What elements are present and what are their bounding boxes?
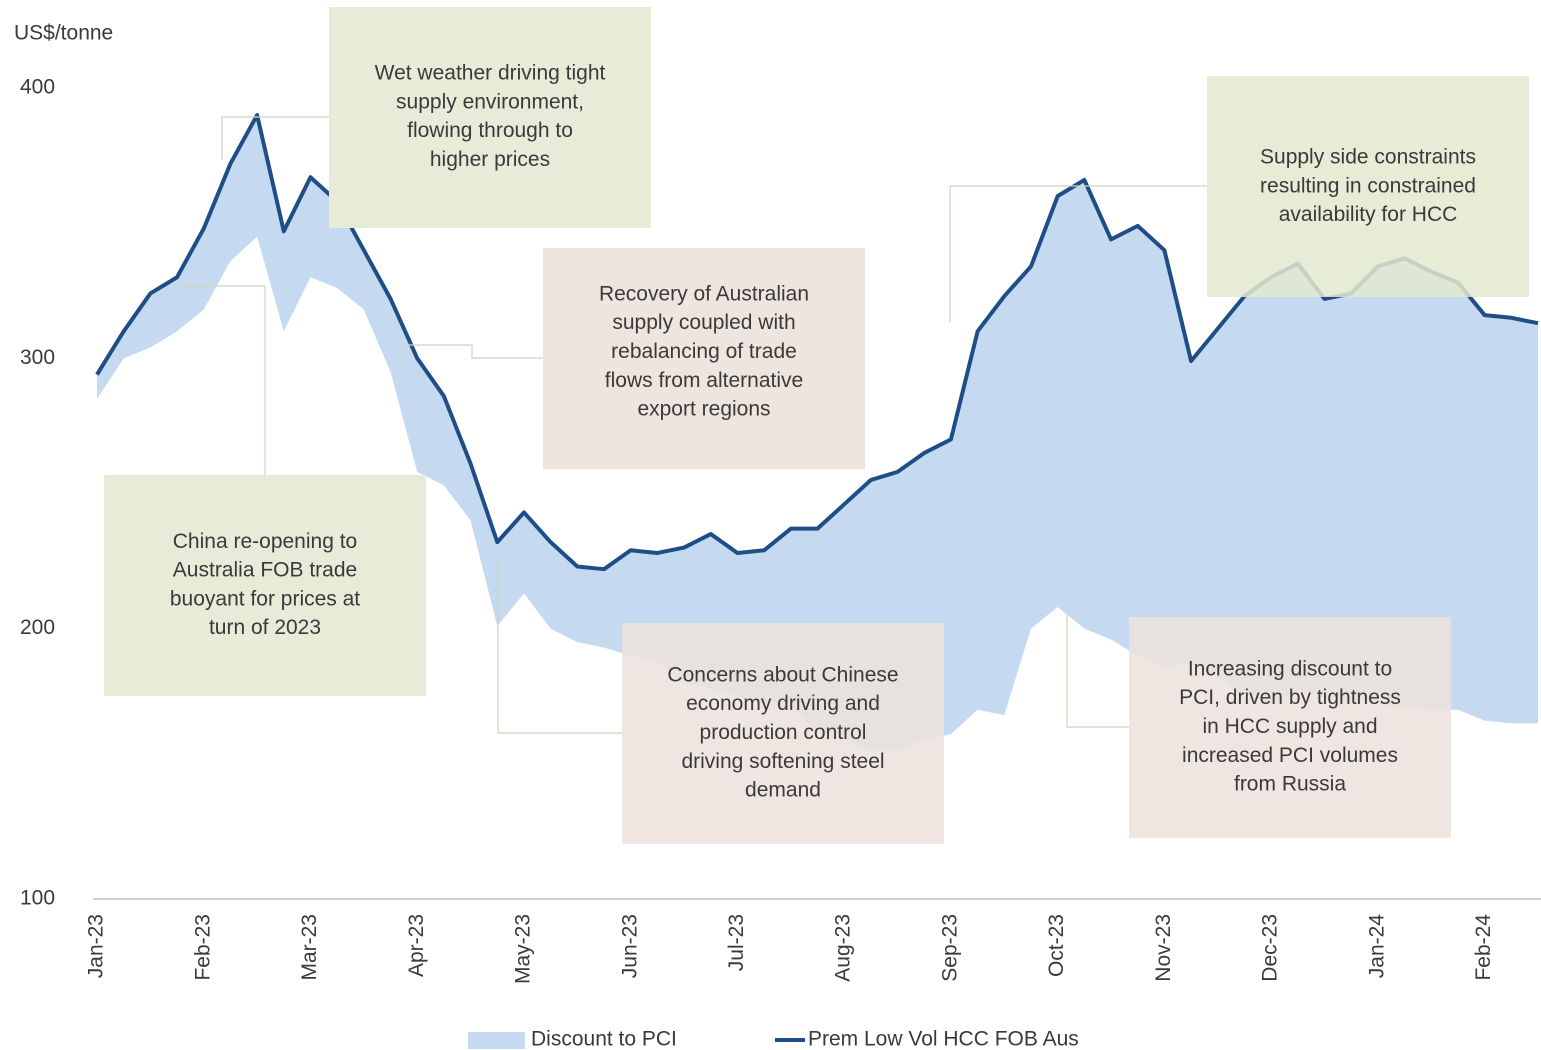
leader-lines — [180, 116, 1207, 734]
annotation-box — [543, 248, 865, 469]
leader-line — [1066, 615, 1129, 728]
y-tick-label: 200 — [20, 616, 55, 639]
annotation-text: turn of 2023 — [209, 616, 321, 639]
annotation-text: increased PCI volumes — [1182, 744, 1398, 767]
leader-line — [221, 116, 329, 160]
x-tick-label: Dec-23 — [1259, 914, 1282, 982]
y-tick-label: 400 — [20, 76, 55, 99]
y-tick-label: 300 — [20, 346, 55, 369]
annotation-text: resulting in constrained — [1260, 174, 1476, 197]
legend: Discount to PCI Prem Low Vol HCC FOB Aus — [468, 1028, 1079, 1050]
annotation-box — [1129, 617, 1451, 838]
plot-area: 100 200 300 400 Jan-23 Feb-23 Mar-23 Apr-23 May-… — [20, 76, 1541, 984]
annotation-text: Concerns about Chinese — [667, 663, 898, 686]
x-tick-label: Aug-23 — [832, 914, 855, 982]
annotation-text: from Russia — [1234, 773, 1346, 796]
annotation-text: Wet weather driving tight — [375, 62, 606, 85]
annotation-text: export regions — [637, 398, 770, 421]
x-tick-label: Feb-23 — [191, 914, 214, 981]
leader-line — [497, 560, 622, 734]
x-tick-label: Oct-23 — [1045, 914, 1068, 977]
annotation-text: demand — [745, 779, 821, 802]
x-tick-label: Mar-23 — [298, 914, 321, 981]
annotation-text: higher prices — [430, 148, 550, 171]
annotation-text: PCI, driven by tightness — [1179, 686, 1401, 709]
annotation-text: Recovery of Australian — [599, 282, 809, 305]
x-tick-label: Jan-23 — [85, 914, 108, 978]
legend-swatch — [468, 1032, 525, 1049]
annotations: Wet weather driving tight supply environm… — [104, 7, 1529, 844]
annotation-text: Australia FOB trade — [173, 559, 357, 582]
annotation-text: supply coupled with — [612, 311, 795, 334]
annotation-text: buoyant for prices at — [170, 587, 360, 610]
area — [97, 115, 1538, 751]
annotation-text: Supply side constraints — [1260, 146, 1476, 169]
annotation-text: driving softening steel — [681, 750, 884, 773]
annotation-box — [1207, 76, 1529, 297]
annotation-box — [622, 623, 944, 844]
annotation-text: China re-opening to — [173, 530, 357, 553]
annotation-box — [329, 7, 651, 228]
x-tick-label: May-23 — [512, 914, 535, 984]
annotation-text: flowing through to — [407, 119, 573, 142]
y-axis-label: US$/tonne — [14, 22, 113, 45]
legend-label: Prem Low Vol HCC FOB Aus — [808, 1028, 1079, 1050]
annotation-text: supply environment, — [396, 90, 584, 113]
annotation-text: production control — [700, 721, 867, 744]
y-tick-label: 100 — [20, 887, 55, 910]
x-tick-label: Jul-23 — [725, 914, 748, 971]
x-tick-label: Feb-24 — [1472, 914, 1495, 981]
leader-line — [180, 285, 266, 475]
x-tick-label: Nov-23 — [1152, 914, 1175, 982]
x-tick-label: Jun-23 — [618, 914, 641, 978]
leader-line — [405, 344, 543, 359]
x-tick-label: Sep-23 — [938, 914, 961, 982]
annotation-box — [104, 475, 426, 696]
x-tick-label: Apr-23 — [405, 914, 428, 977]
annotation-text: rebalancing of trade — [611, 340, 797, 363]
x-tick-label: Jan-24 — [1365, 914, 1388, 979]
leader-line — [949, 185, 1207, 322]
annotation-text: Increasing discount to — [1188, 657, 1392, 680]
annotation-text: availability for HCC — [1279, 203, 1458, 226]
annotation-text: in HCC supply and — [1202, 715, 1377, 738]
legend-label: Discount to PCI — [531, 1028, 677, 1050]
annotation-text: economy driving and — [686, 692, 880, 715]
annotation-text: flows from alternative — [605, 369, 803, 392]
